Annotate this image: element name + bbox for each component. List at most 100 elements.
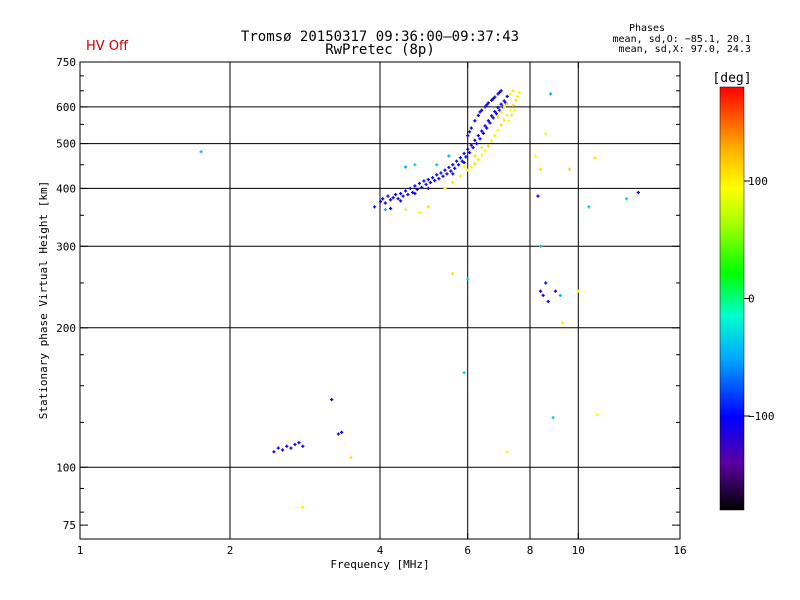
scatter-point [399, 199, 403, 203]
scatter-point [624, 197, 629, 201]
scatter-point [480, 146, 484, 150]
scatter-point [508, 92, 512, 96]
scatter-point [488, 121, 492, 125]
scatter-point [443, 186, 447, 191]
y-tick-label: 750 [56, 56, 76, 69]
x-tick-label: 10 [572, 544, 585, 557]
colorbar-tick-label: 100 [748, 175, 768, 188]
scatter-point [462, 160, 466, 165]
scatter-point [502, 118, 506, 122]
scatter-point [410, 190, 415, 195]
scatter-point [593, 156, 597, 160]
scatter-point [462, 151, 466, 156]
scatter-point [439, 171, 443, 175]
scatter-point [560, 321, 565, 325]
scatter-point [451, 180, 455, 185]
plot-area: 1 2 4 6 8 10 16 75 100 200 300 400 500 600 750 [56, 56, 687, 557]
scatter-point [483, 124, 487, 128]
y-tick-label: 400 [56, 182, 76, 195]
scatter-point [490, 98, 494, 102]
scatter-point [505, 101, 509, 106]
scatter-point [499, 102, 503, 106]
scatter-point [502, 99, 506, 103]
scatter-point [544, 132, 548, 136]
scatter-point [549, 92, 553, 96]
scatter-point [507, 119, 511, 123]
scatter-point [426, 177, 430, 182]
scatter-point [476, 157, 480, 162]
scatter-point [456, 163, 461, 167]
scatter-point [471, 146, 475, 150]
chart-title-line2: RwPretec (8p) [325, 42, 435, 58]
scatter-point [276, 446, 280, 450]
scatter-point [551, 416, 555, 420]
scatter-point [493, 134, 497, 138]
scatter-point [462, 371, 466, 375]
phases-x-stats: mean, sd,X: 97.0, 24.3 [619, 44, 751, 55]
scatter-point [199, 150, 203, 154]
scatter-point [413, 191, 417, 196]
scatter-point [536, 194, 540, 198]
y-tick-label: 500 [56, 138, 76, 151]
scatter-point [567, 167, 572, 171]
data-points [199, 89, 640, 509]
phases-heading: Phases [629, 23, 665, 34]
scatter-point [280, 448, 285, 452]
scatter-point [514, 98, 518, 102]
scatter-point [330, 397, 334, 402]
scatter-point [424, 182, 428, 187]
scatter-point [490, 114, 494, 118]
scatter-point [408, 186, 412, 191]
scatter-point [336, 432, 340, 436]
scatter-point [490, 139, 494, 143]
scatter-point [435, 173, 439, 177]
scatter-point [458, 156, 463, 160]
scatter-point [505, 94, 509, 99]
scatter-point [510, 113, 514, 118]
colorbar-gradient [719, 86, 745, 511]
scatter-point [505, 113, 509, 117]
scatter-point [464, 155, 468, 159]
scatter-point [426, 205, 430, 209]
y-tick-label: 75 [63, 519, 76, 532]
scatter-point [417, 210, 422, 215]
scatter-point [349, 455, 353, 460]
scatter-point [406, 192, 410, 197]
scatter-point [340, 430, 344, 434]
scatter-point [467, 151, 472, 155]
scatter-point [426, 186, 430, 191]
scatter-point [272, 450, 276, 454]
scatter-point [469, 143, 473, 147]
y-tick-label: 600 [56, 101, 76, 114]
scatter-point [595, 412, 599, 417]
scatter-point [541, 293, 545, 298]
scatter-point [420, 185, 424, 190]
scatter-point [486, 101, 490, 105]
scatter-point [394, 192, 398, 197]
x-tick-label: 6 [464, 544, 471, 557]
scatter-point [467, 130, 472, 134]
scatter-point [403, 208, 408, 212]
colorbar-ticks: 100 0 −100 [744, 175, 775, 423]
scatter-point [413, 163, 417, 167]
scatter-point [546, 299, 550, 304]
scatter-point [403, 165, 408, 169]
scatter-point [474, 141, 479, 146]
scatter-point [417, 181, 422, 186]
scatter-point [388, 206, 393, 211]
scatter-point [502, 105, 506, 109]
scatter-point [297, 441, 301, 445]
scatter-point [466, 147, 470, 151]
scatter-point [413, 184, 417, 188]
scatter-point [499, 123, 503, 127]
scatter-point [289, 446, 293, 450]
colorbar-label: [deg] [712, 71, 751, 86]
scatter-point [636, 190, 640, 195]
scatter-point [497, 90, 502, 94]
x-axis-ticks: 1 2 4 6 8 10 16 [77, 62, 687, 557]
scatter-point [538, 167, 543, 171]
x-tick-label: 8 [527, 544, 534, 557]
scatter-point [455, 159, 459, 163]
scatter-point [485, 126, 489, 130]
scatter-point [458, 174, 463, 178]
